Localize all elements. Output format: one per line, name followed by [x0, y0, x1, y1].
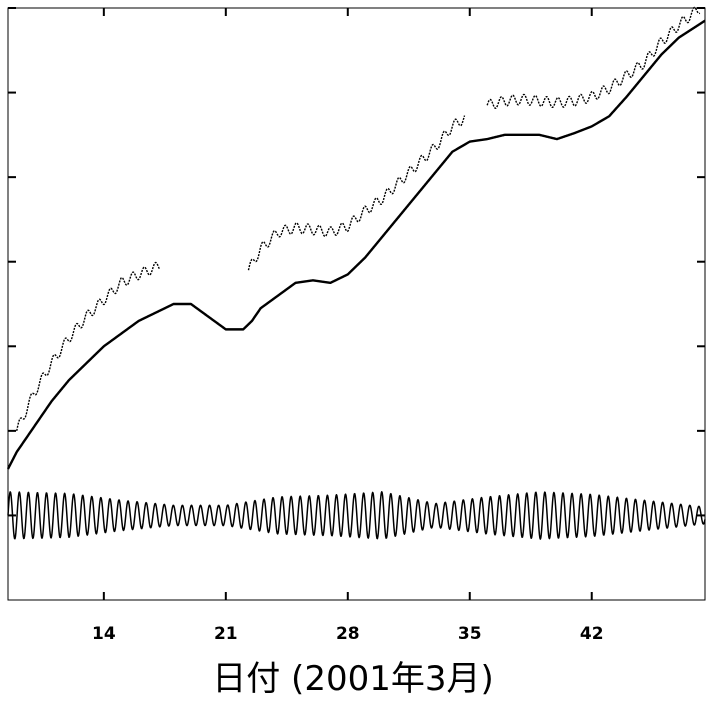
- series-line-solid-0: [6, 19, 706, 470]
- x-tick-label: 21: [214, 624, 238, 644]
- series-line-dotted-2: [486, 6, 701, 109]
- x-axis-title: 日付 (2001年3月): [212, 659, 494, 699]
- y-axis-ticks: [8, 7, 705, 517]
- x-tick-label: 35: [458, 624, 482, 644]
- x-tick-label: 42: [580, 624, 604, 644]
- x-tick-label: 28: [336, 624, 360, 644]
- series-line-dotted-1: [247, 115, 466, 271]
- chart-frame: [7, 7, 706, 601]
- series-layer: [6, 6, 706, 540]
- x-tick-label: 14: [92, 624, 116, 644]
- x-axis-ticks: 14 21 28 35 42: [92, 8, 604, 644]
- series-line-dotted-0: [16, 261, 161, 431]
- series-line-oscillating-0: [7, 491, 706, 540]
